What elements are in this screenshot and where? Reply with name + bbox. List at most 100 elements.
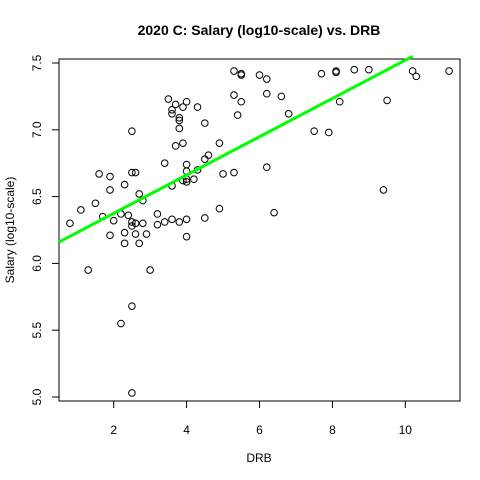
data-point [408,67,417,75]
data-point [124,211,133,220]
data-point [120,180,129,189]
data-point [182,178,191,186]
data-point [77,206,85,214]
data-point [215,204,224,213]
data-point [160,218,169,226]
data-point [201,214,209,222]
data-point [182,97,191,106]
data-point [350,65,359,74]
data-point [142,230,151,238]
x-tick-label: 8 [329,423,336,437]
data-point [317,69,326,78]
data-point [160,159,169,168]
data-point [164,95,173,103]
data-point [182,160,191,169]
y-tick-label: 6.0 [30,255,44,272]
data-point [168,109,176,118]
data-point [95,170,103,178]
data-point [117,319,125,328]
data-point [171,142,180,150]
regression-line [58,55,414,244]
x-tick-label: 6 [256,423,263,437]
data-point [230,91,238,99]
data-point [201,155,209,163]
data-point [332,67,340,75]
x-axis: 2 4 6 8 10 [110,400,413,437]
data-point [175,113,184,122]
y-tick-label: 7.5 [30,54,44,71]
data-point [128,302,136,310]
data-point [171,100,180,109]
data-point [182,215,191,224]
data-point [179,139,187,147]
data-point [106,172,114,181]
data-point [230,168,238,177]
plot-area-frame [58,58,461,402]
data-point [135,239,143,248]
y-axis: 5.0 5.5 6.0 6.5 7.0 7.5 [30,54,60,405]
data-point [412,72,421,81]
data-point [219,170,227,178]
chart-title: 2020 C: Salary (log10-scale) vs. DRB [138,22,381,38]
data-point [131,168,140,177]
data-point [135,190,143,198]
data-point [230,67,238,75]
data-point [445,67,453,75]
y-tick-label: 6.5 [30,188,44,205]
data-point [204,151,213,159]
data-point [91,199,100,208]
data-point [262,163,271,172]
y-tick-label: 5.0 [30,388,44,405]
x-tick-label: 10 [399,423,413,437]
data-point [175,218,184,226]
data-point [120,239,129,248]
data-point [215,139,224,147]
data-point [139,219,147,228]
data-point [128,127,136,135]
data-point [66,219,74,228]
data-point [233,111,242,119]
data-point [128,389,136,397]
data-point [106,231,114,240]
data-points [66,65,453,397]
data-point [109,216,118,225]
data-point [262,75,271,83]
data-point [120,228,129,237]
data-point [270,208,278,217]
data-point [383,96,391,105]
data-point [324,128,333,137]
y-tick-label: 5.5 [30,322,44,339]
data-point [237,97,246,106]
data-point [106,186,114,194]
data-point [365,65,373,74]
data-point [237,69,246,78]
data-point [335,97,344,106]
data-point [153,210,162,218]
data-point [201,119,209,127]
data-point [284,109,293,118]
data-point [175,116,184,125]
x-tick-label: 2 [110,423,117,437]
x-tick-label: 4 [183,423,190,437]
data-point [131,219,140,228]
data-point [128,218,136,226]
data-point [146,266,154,274]
y-tick-label: 7.0 [30,121,44,138]
data-point [193,103,202,111]
data-point [175,124,184,133]
data-point [262,89,271,98]
data-point [168,215,176,224]
y-axis-label: Salary (log10-scale) [3,177,17,284]
data-point [128,168,136,177]
data-point [310,127,318,135]
x-axis-label: DRB [246,451,271,465]
data-point [182,232,191,241]
regression-line-group [58,55,414,244]
data-point [168,105,176,114]
data-point [131,230,140,238]
data-point [153,220,162,229]
data-point [379,186,388,194]
data-point [277,92,286,101]
data-point [255,71,264,79]
data-point [179,103,187,111]
